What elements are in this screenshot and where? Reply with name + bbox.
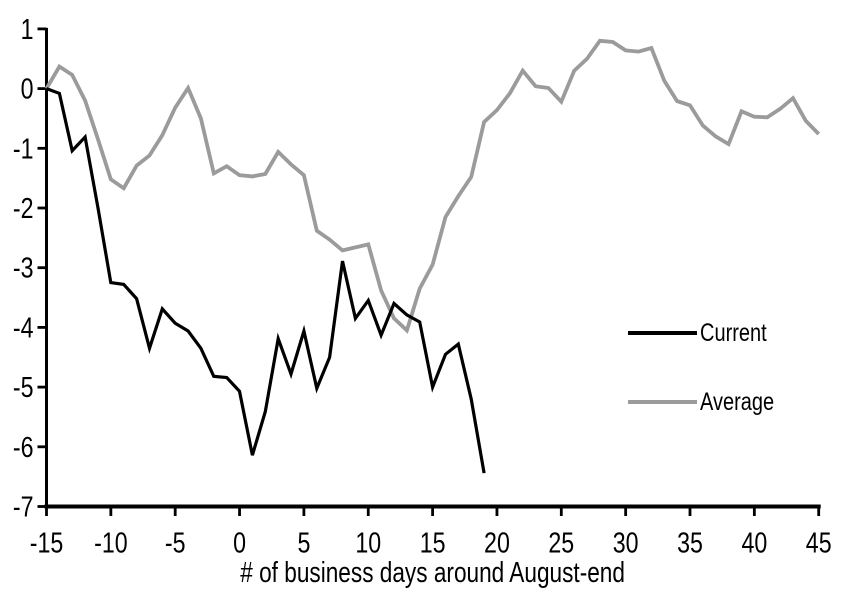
x-tick-label: -5 xyxy=(165,526,186,559)
x-tick-label: 25 xyxy=(548,526,574,559)
x-tick-label: 45 xyxy=(806,526,832,559)
y-tick-label: -4 xyxy=(13,311,34,344)
x-axis-title: # of business days around August-end xyxy=(240,555,625,588)
x-tick-label: 10 xyxy=(355,526,381,559)
x-tick-label: 20 xyxy=(484,526,510,559)
y-tick-label: -2 xyxy=(13,191,34,224)
legend-item-current: Current xyxy=(628,319,783,347)
x-tick-label: 40 xyxy=(741,526,767,559)
series-layer xyxy=(44,38,821,474)
tick-labels-layer: 10-1-2-3-4-5-6-7-15 -10 -5 0 5 10 15 20 25 30 35 40… xyxy=(13,12,832,559)
legend-label-current: Current xyxy=(700,318,767,347)
y-tick-label: 0 xyxy=(21,72,34,105)
x-tick-label: 15 xyxy=(420,526,446,559)
legend-item-average: Average xyxy=(628,388,793,416)
legend-line-swatch-current xyxy=(628,331,697,335)
x-tick-label: 5 xyxy=(297,526,310,559)
x-tick-label: 30 xyxy=(613,526,639,559)
x-tick-label: -10 xyxy=(94,526,128,559)
y-tick-label: 1 xyxy=(21,12,34,45)
legend-label-average: Average xyxy=(700,387,775,416)
x-tick-label: -15 xyxy=(30,526,64,559)
y-tick-label: -3 xyxy=(13,251,34,284)
x-tick-label: 0 xyxy=(233,526,246,559)
y-tick-label: -5 xyxy=(13,371,34,404)
series-line-average xyxy=(44,38,821,334)
axes-layer xyxy=(37,27,821,516)
y-tick-label: -7 xyxy=(13,490,34,523)
y-tick-label: -1 xyxy=(13,132,34,165)
legend-line-swatch-average xyxy=(628,400,697,404)
y-tick-label: -6 xyxy=(13,430,34,463)
x-tick-label: 35 xyxy=(677,526,703,559)
series-line-current xyxy=(45,87,486,474)
